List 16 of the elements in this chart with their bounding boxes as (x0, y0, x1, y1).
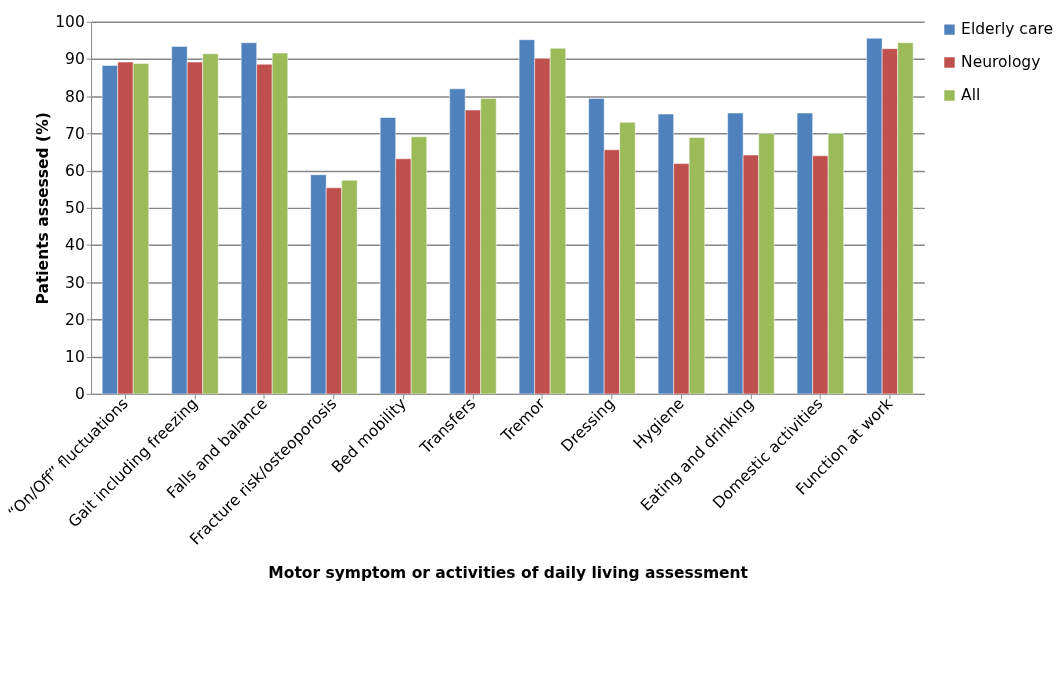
y-axis-title: Patients assessed (%) (34, 112, 53, 305)
y-tick-label: 70 (65, 124, 85, 143)
y-tick-label: 50 (65, 199, 85, 218)
legend-label: All (961, 86, 981, 105)
x-axis-title: Motor symptom or activities of daily living assessment (268, 563, 749, 582)
y-tick-label: 80 (65, 87, 85, 106)
y-tick-label: 10 (65, 348, 85, 367)
y-tick-label: 20 (65, 310, 85, 329)
y-tick-label: 0 (74, 385, 85, 404)
y-tick-label: 90 (65, 50, 85, 69)
y-tick-label: 60 (65, 162, 85, 180)
legend-label: Neurology (961, 53, 1041, 72)
y-tick-label: 30 (65, 273, 85, 292)
y-tick-label: 40 (65, 236, 85, 255)
legend-label: Elderly care (961, 20, 1053, 39)
y-tick-label: 100 (55, 13, 85, 32)
